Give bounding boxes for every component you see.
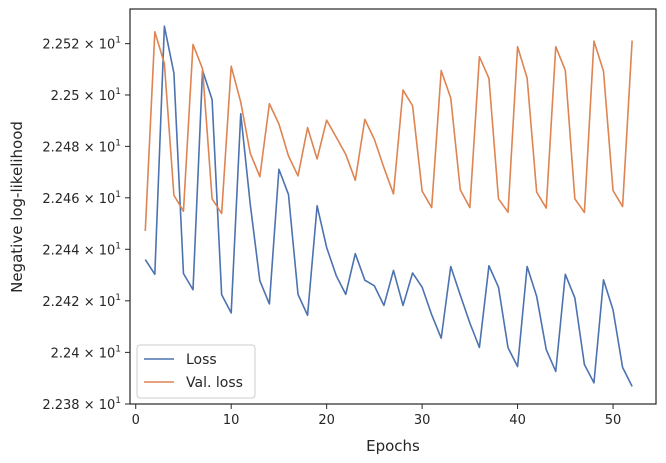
y-tick-label: 2.24 × 101 <box>51 344 121 361</box>
x-tick-label: 30 <box>414 413 431 428</box>
legend-label-loss: Loss <box>186 352 217 368</box>
x-tick-label: 20 <box>318 413 335 428</box>
y-tick-label: 2.248 × 101 <box>42 138 121 155</box>
plot-frame <box>129 8 657 405</box>
y-tick-label: 2.242 × 101 <box>42 293 121 310</box>
legend: Loss Val. loss <box>136 344 256 399</box>
x-axis-label: Epochs <box>366 437 420 455</box>
x-tick-label: 40 <box>509 413 526 428</box>
legend-label-val-loss: Val. loss <box>186 375 243 391</box>
x-axis: 0 10 20 30 40 50 <box>132 404 622 428</box>
x-tick-label: 10 <box>223 413 240 428</box>
y-axis-label: Negative log-likelihood <box>8 121 26 293</box>
y-tick-label: 2.238 × 101 <box>42 396 121 413</box>
series-line-val-loss <box>144 31 633 232</box>
y-tick-label: 2.252 × 101 <box>42 36 121 53</box>
series-line-loss <box>144 25 633 387</box>
y-tick-label: 2.246 × 101 <box>42 190 121 207</box>
x-tick-label: 50 <box>605 413 622 428</box>
plot-lines <box>144 25 633 387</box>
y-axis: 2.238 × 101 2.24 × 101 2.242 × 101 2.244 × … <box>42 36 130 413</box>
y-tick-label: 2.25 × 101 <box>51 87 121 104</box>
y-tick-label: 2.244 × 101 <box>42 241 121 258</box>
x-tick-label: 0 <box>132 413 140 428</box>
